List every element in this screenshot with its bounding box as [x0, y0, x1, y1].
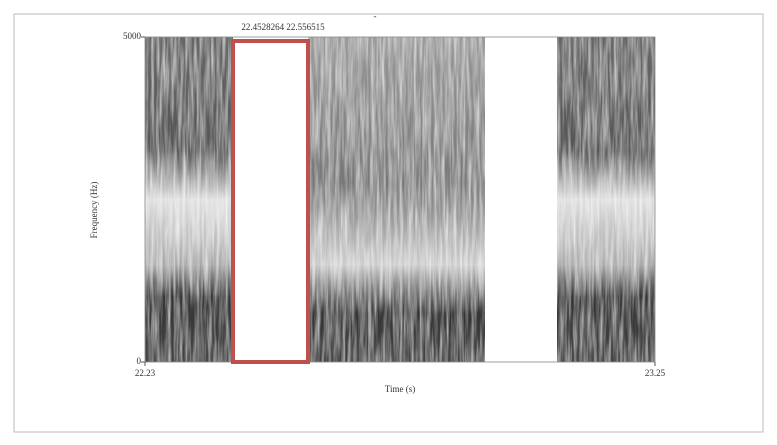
spectrogram-image [145, 37, 655, 362]
chart-title: - [374, 11, 377, 21]
x-tick-label: 23.25 [645, 368, 666, 378]
annotation: 22.4528264 22.556515 [241, 22, 325, 32]
y-tick-label: 5000 [123, 31, 142, 41]
frame [13, 13, 764, 433]
texture [145, 37, 655, 362]
x-axis-label: Time (s) [385, 384, 415, 394]
selection-box [231, 39, 310, 364]
silence [485, 37, 557, 362]
x-tick-label: 22.23 [135, 368, 156, 378]
plot-border [144, 36, 656, 363]
y-tick-label: 0 [137, 356, 142, 366]
y-axis-label: Frequency (Hz) [89, 182, 99, 239]
